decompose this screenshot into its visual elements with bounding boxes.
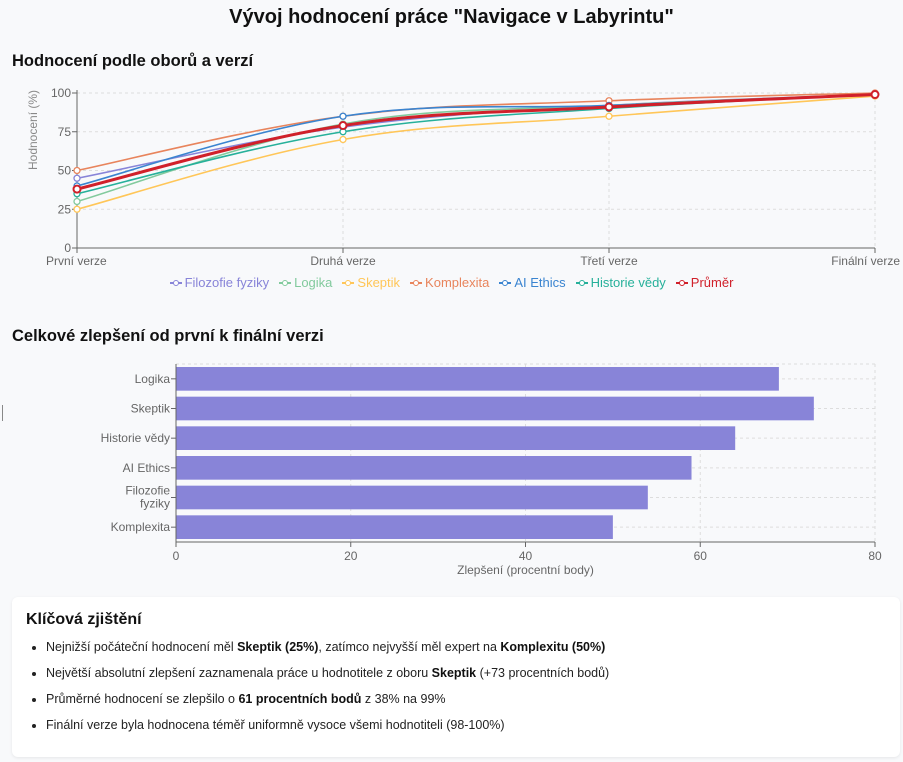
finding-item: Nejnižší počáteční hodnocení měl Skeptik… [46, 639, 886, 655]
legend-marker-icon [675, 279, 688, 287]
line-chart: 0 25 50 75 100 První verze Druhá verze Třetí ve… [26, 86, 900, 268]
finding-item: Největší absolutní zlepšení zaznamenala … [46, 665, 886, 681]
svg-text:75: 75 [58, 125, 72, 139]
data-point[interactable] [72, 184, 82, 194]
svg-text:80: 80 [868, 549, 882, 563]
svg-text:Třetí verze: Třetí verze [580, 254, 638, 268]
bar-chart: Logika Skeptik Historie vědy AI Ethics Filoz… [101, 363, 882, 577]
data-point[interactable] [870, 90, 880, 100]
bar-komplexita[interactable] [176, 515, 613, 539]
legend-item-historie-vědy[interactable]: Historie vědy [575, 275, 666, 290]
legend-marker-icon [342, 279, 355, 287]
svg-text:Logika: Logika [135, 372, 171, 386]
svg-text:První verze: První verze [46, 254, 107, 268]
bar-logika[interactable] [176, 367, 779, 391]
legend-item-průměr[interactable]: Průměr [675, 275, 734, 290]
data-point[interactable] [338, 121, 348, 131]
series-ai-ethics [73, 90, 879, 190]
svg-text:fyziky: fyziky [140, 497, 170, 511]
data-point[interactable] [339, 135, 347, 144]
legend-label: Skeptik [357, 275, 401, 290]
legend-label: Průměr [690, 275, 734, 290]
svg-text:Druhá verze: Druhá verze [310, 254, 376, 268]
bar-historie-vědy[interactable] [176, 426, 736, 450]
bar-chart-title: Celkové zlepšení od první k finální verz… [12, 327, 324, 345]
legend-label: Logika [294, 275, 333, 290]
data-point[interactable] [73, 197, 81, 206]
svg-text:Historie vědy: Historie vědy [101, 431, 170, 445]
bar-ai-ethics[interactable] [176, 456, 692, 480]
key-findings-title: Klíčová zjištění [26, 611, 142, 628]
legend-item-logika[interactable]: Logika [279, 275, 332, 290]
data-point[interactable] [73, 174, 81, 182]
svg-text:60: 60 [694, 549, 708, 563]
series-logika [73, 90, 879, 206]
series-průměr [72, 90, 880, 194]
svg-text:20: 20 [344, 549, 358, 563]
page-title: Vývoj hodnocení práce "Navigace v Labyri… [229, 6, 674, 28]
finding-item: Finální verze byla hodnocena téměř unifo… [46, 717, 886, 733]
legend-item-komplexita[interactable]: Komplexita [410, 275, 489, 290]
svg-text:0: 0 [64, 241, 71, 255]
svg-text:50: 50 [58, 164, 72, 178]
svg-text:25: 25 [58, 202, 72, 216]
bar-filozofie-fyziky[interactable] [176, 485, 648, 510]
legend-item-ai-ethics[interactable]: AI Ethics [499, 275, 566, 290]
legend-label: AI Ethics [514, 275, 566, 290]
svg-text:AI Ethics: AI Ethics [123, 461, 170, 475]
legend-marker-icon [279, 279, 292, 287]
key-findings-list: Nejnižší počáteční hodnocení měl Skeptik… [26, 639, 886, 733]
legend-label: Historie vědy [590, 275, 666, 290]
legend-marker-icon [410, 279, 423, 287]
data-point[interactable] [73, 166, 81, 175]
data-point[interactable] [604, 102, 614, 112]
svg-text:0: 0 [173, 549, 180, 563]
data-point[interactable] [73, 205, 81, 213]
legend-label: Komplexita [425, 275, 490, 290]
legend-marker-icon [575, 279, 588, 287]
bar-skeptik[interactable] [176, 396, 814, 421]
legend-marker-icon [169, 279, 182, 287]
svg-text:40: 40 [519, 549, 533, 563]
svg-text:Komplexita: Komplexita [111, 520, 171, 534]
legend-label: Filozofie fyziky [184, 275, 270, 290]
svg-text:Zlepšení (procentní body): Zlepšení (procentní body) [457, 563, 594, 577]
scroll-edge-marker [2, 405, 3, 421]
svg-text:Skeptik: Skeptik [131, 402, 171, 416]
svg-text:Finální verze: Finální verze [831, 254, 900, 268]
svg-text:Filozofie: Filozofie [125, 484, 170, 498]
data-point[interactable] [605, 112, 613, 120]
legend-item-filozofie-fyziky[interactable]: Filozofie fyziky [169, 275, 270, 290]
legend-item-skeptik[interactable]: Skeptik [342, 275, 400, 290]
svg-text:Hodnocení (%): Hodnocení (%) [26, 90, 40, 170]
line-chart-title: Hodnocení podle oborů a verzí [12, 52, 254, 70]
svg-text:100: 100 [51, 86, 71, 100]
data-point[interactable] [339, 112, 347, 120]
key-findings-panel: Klíčová zjištění Nejnižší počáteční hodn… [12, 597, 900, 757]
line-chart-legend: Filozofie fyziky Logika Skeptik Komplexita A… [0, 275, 903, 290]
legend-marker-icon [499, 279, 512, 287]
finding-item: Průměrné hodnocení se zlepšilo o 61 proc… [46, 691, 886, 707]
